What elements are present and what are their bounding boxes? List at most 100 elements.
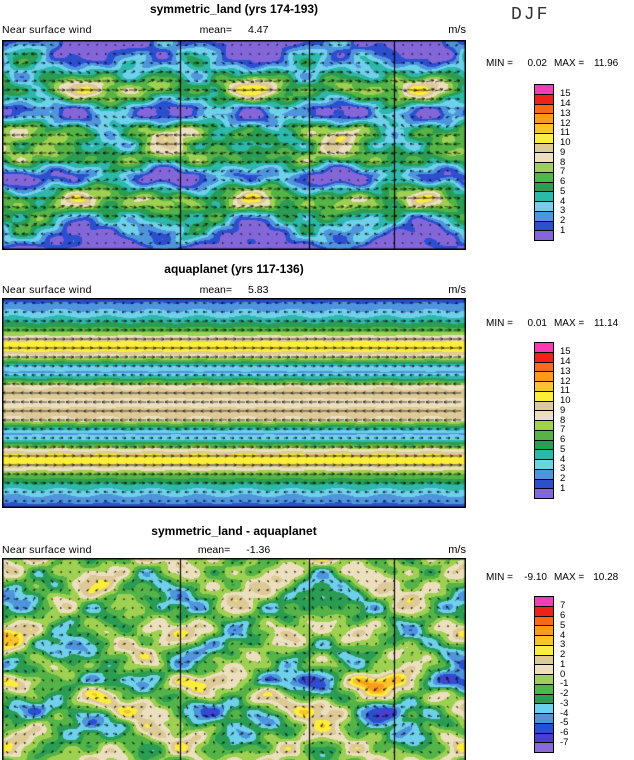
colorbar-tick-label: 3 bbox=[560, 205, 566, 217]
colorbar-swatch bbox=[535, 489, 553, 498]
colorbar-tick-label: 13 bbox=[560, 365, 571, 377]
colorbar-swatch bbox=[535, 450, 553, 459]
mean-prefix: mean= bbox=[199, 284, 232, 296]
wind-speed-map-aquaplanet bbox=[2, 298, 466, 508]
mean-prefix: mean= bbox=[199, 24, 232, 36]
colorbar-tick-label: 12 bbox=[560, 117, 571, 129]
colorbar-tick-label: 2 bbox=[560, 473, 566, 484]
colorbar-swatch bbox=[535, 182, 553, 192]
colorbar-tick-label: 7 bbox=[560, 166, 566, 178]
colorbar-swatch bbox=[535, 85, 553, 94]
colorbar-swatch bbox=[535, 94, 553, 104]
panel-header: Near surface wind mean= 5.83 m/s bbox=[2, 284, 466, 296]
colorbar-swatch bbox=[535, 723, 553, 733]
min-value: 0.01 bbox=[527, 318, 547, 329]
wind-difference-map bbox=[2, 558, 466, 760]
colorbar-swatch bbox=[535, 440, 553, 450]
units-label: m/s bbox=[448, 544, 466, 556]
season-label: DJF bbox=[511, 5, 550, 25]
mean-value: 5.83 bbox=[247, 284, 269, 296]
min-label: MIN = bbox=[486, 58, 513, 69]
colorbar-tick-label: 11 bbox=[560, 127, 570, 139]
colorbar-tick-label: -2 bbox=[560, 688, 569, 699]
minmax-symmetric-land: MIN = 0.02 MAX = 11.96 bbox=[486, 58, 618, 69]
colorbar-difference: 7 6 5 4 3 2 1 0 -1 -2 -3 -4 -5 -6 -7 bbox=[534, 596, 594, 753]
colorbar-tick-label: 12 bbox=[560, 375, 571, 387]
colorbar-tick-label: 9 bbox=[560, 404, 566, 416]
colorbar-tick-label: 1 bbox=[560, 658, 566, 670]
colorbar-tick-label: 3 bbox=[560, 463, 566, 475]
colorbar-tick-label: 4 bbox=[560, 453, 566, 465]
max-label: MAX = bbox=[553, 58, 585, 69]
colorbar-tick-label: 15 bbox=[560, 88, 571, 100]
mean-readout: mean= 4.47 bbox=[200, 24, 269, 36]
max-label: MAX = bbox=[553, 318, 585, 329]
mean-readout: mean= 5.83 bbox=[200, 284, 269, 296]
colorbar-tick-label: 5 bbox=[560, 443, 566, 455]
variable-label: Near surface wind bbox=[2, 544, 92, 556]
panel-title: symmetric_land - aquaplanet bbox=[151, 524, 317, 538]
wind-speed-map-symmetric-land bbox=[2, 40, 466, 250]
colorbar-swatch bbox=[535, 597, 553, 606]
colorbar-tick-label: 9 bbox=[560, 146, 566, 158]
colorbar-tick-label: 0 bbox=[560, 668, 566, 680]
min-label: MIN = bbox=[486, 572, 513, 583]
colorbar-tick-label: 4 bbox=[560, 629, 566, 641]
colorbar-tick-label: 2 bbox=[560, 215, 566, 226]
max-label: MAX = bbox=[553, 572, 585, 583]
colorbar-speed-aquaplanet: 15 14 13 12 11 10 9 8 7 6 5 4 3 2 1 bbox=[534, 342, 594, 499]
colorbar-swatch bbox=[535, 675, 553, 684]
colorbar-swatch bbox=[535, 645, 553, 655]
colorbar-swatch bbox=[535, 616, 553, 626]
colorbar-swatch bbox=[535, 143, 553, 153]
colorbar-swatch bbox=[535, 372, 553, 381]
colorbar-swatch bbox=[535, 391, 553, 401]
min-value: -9.10 bbox=[524, 572, 547, 583]
colorbar-swatch bbox=[535, 231, 553, 240]
colorbar-tick-label: 13 bbox=[560, 107, 571, 119]
colorbar-tick-label: 4 bbox=[560, 195, 566, 207]
colorbar-swatch bbox=[535, 343, 553, 352]
colorbar-swatch bbox=[535, 124, 553, 133]
colorbar-tick-label: 3 bbox=[560, 639, 566, 651]
colorbar-tick-label: 15 bbox=[560, 346, 571, 358]
colorbar-tick-label: -5 bbox=[560, 717, 569, 729]
colorbar-tick-label: -4 bbox=[560, 707, 569, 719]
colorbar-tick-label: 7 bbox=[560, 424, 566, 436]
colorbar-swatch bbox=[535, 733, 553, 743]
colorbar-swatch bbox=[535, 469, 553, 479]
colorbar-swatch bbox=[535, 192, 553, 201]
mean-value: 4.47 bbox=[247, 24, 269, 36]
max-value: 11.96 bbox=[593, 58, 619, 69]
colorbar-swatch bbox=[535, 665, 553, 674]
colorbar-tick-label: 1 bbox=[560, 224, 566, 236]
colorbar-swatches bbox=[534, 596, 554, 753]
max-value: 11.14 bbox=[593, 318, 619, 329]
colorbar-swatch bbox=[535, 684, 553, 694]
colorbar-tick-label: 6 bbox=[560, 434, 566, 445]
colorbar-swatch bbox=[535, 133, 553, 143]
colorbar-swatch bbox=[535, 202, 553, 211]
colorbar-swatch bbox=[535, 352, 553, 362]
colorbar-tick-label: -6 bbox=[560, 727, 569, 738]
colorbar-swatch bbox=[535, 704, 553, 713]
colorbar-swatch bbox=[535, 430, 553, 440]
colorbar-swatch bbox=[535, 626, 553, 635]
colorbar-speed-symmetric-land: 15 14 13 12 11 10 9 8 7 6 5 4 3 2 1 bbox=[534, 84, 594, 241]
panel-title: aquaplanet (yrs 117-136) bbox=[164, 262, 304, 276]
units-label: m/s bbox=[448, 284, 466, 296]
colorbar-swatch bbox=[535, 655, 553, 665]
min-value: 0.02 bbox=[527, 58, 547, 69]
panel-title: symmetric_land (yrs 174-193) bbox=[149, 2, 319, 16]
colorbar-swatch bbox=[535, 479, 553, 489]
mean-value: -1.36 bbox=[246, 544, 271, 556]
colorbar-swatch bbox=[535, 382, 553, 391]
minmax-difference: MIN = -9.10 MAX = 10.28 bbox=[486, 572, 618, 583]
colorbar-swatch bbox=[535, 221, 553, 231]
colorbar-tick-label: 6 bbox=[560, 176, 566, 187]
colorbar-swatch bbox=[535, 606, 553, 616]
colorbar-tick-label: 8 bbox=[560, 414, 566, 426]
mean-readout: mean= -1.36 bbox=[198, 544, 270, 556]
colorbar-tick-label: -1 bbox=[560, 678, 569, 690]
